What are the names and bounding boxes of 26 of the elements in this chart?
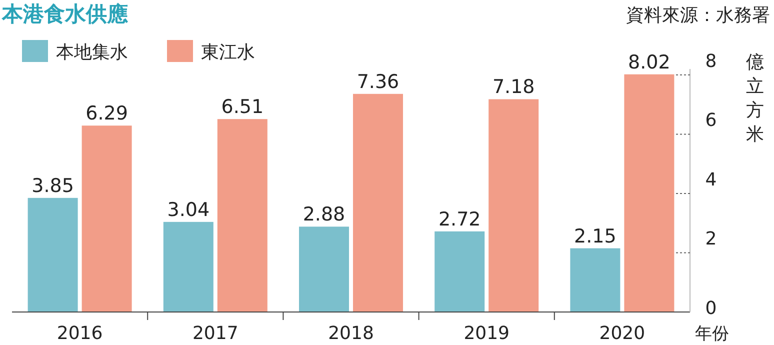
x-tick-label: 2019 <box>464 323 510 344</box>
data-label: 6.51 <box>221 96 264 118</box>
data-label: 2.72 <box>438 208 481 230</box>
data-label: 2.88 <box>302 204 346 226</box>
x-tick-label: 2018 <box>328 323 374 344</box>
y-axis-title: 億立方米 <box>746 52 764 145</box>
data-label: 6.29 <box>86 102 128 125</box>
data-label: 7.18 <box>492 76 535 98</box>
y-tick-label: 4 <box>705 169 717 190</box>
data-label: 7.36 <box>356 70 400 93</box>
x-tick-label: 2016 <box>56 323 103 344</box>
chart-title: 本港食水供應 <box>1 2 129 26</box>
legend-label: 東江水 <box>201 42 255 63</box>
x-axis-title: 年份 <box>695 324 729 344</box>
y-tick-label: 2 <box>705 228 717 250</box>
y-tick-label: 0 <box>705 298 717 319</box>
x-tick-label: 2017 <box>192 323 238 344</box>
y-tick-label: 8 <box>705 50 717 72</box>
source-note: 資料來源：水務署 <box>626 5 770 26</box>
x-tick-label: 2020 <box>599 323 646 344</box>
data-label: 2.15 <box>574 225 616 248</box>
legend-label: 本地集水 <box>56 42 128 63</box>
data-label: 3.04 <box>167 198 210 221</box>
data-label: 8.02 <box>628 51 670 74</box>
data-label: 3.85 <box>32 174 74 197</box>
y-tick-label: 6 <box>705 110 717 132</box>
